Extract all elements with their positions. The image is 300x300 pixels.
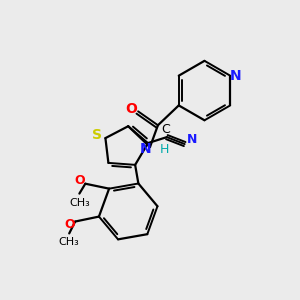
- Text: N: N: [140, 142, 151, 156]
- Text: S: S: [92, 128, 103, 142]
- Text: C: C: [161, 123, 170, 136]
- Text: N: N: [186, 133, 197, 146]
- Text: O: O: [125, 102, 137, 116]
- Text: O: O: [74, 174, 85, 187]
- Text: O: O: [64, 218, 74, 231]
- Text: CH₃: CH₃: [59, 237, 80, 247]
- Text: N: N: [230, 69, 241, 83]
- Text: CH₃: CH₃: [69, 197, 90, 208]
- Text: H: H: [160, 142, 169, 155]
